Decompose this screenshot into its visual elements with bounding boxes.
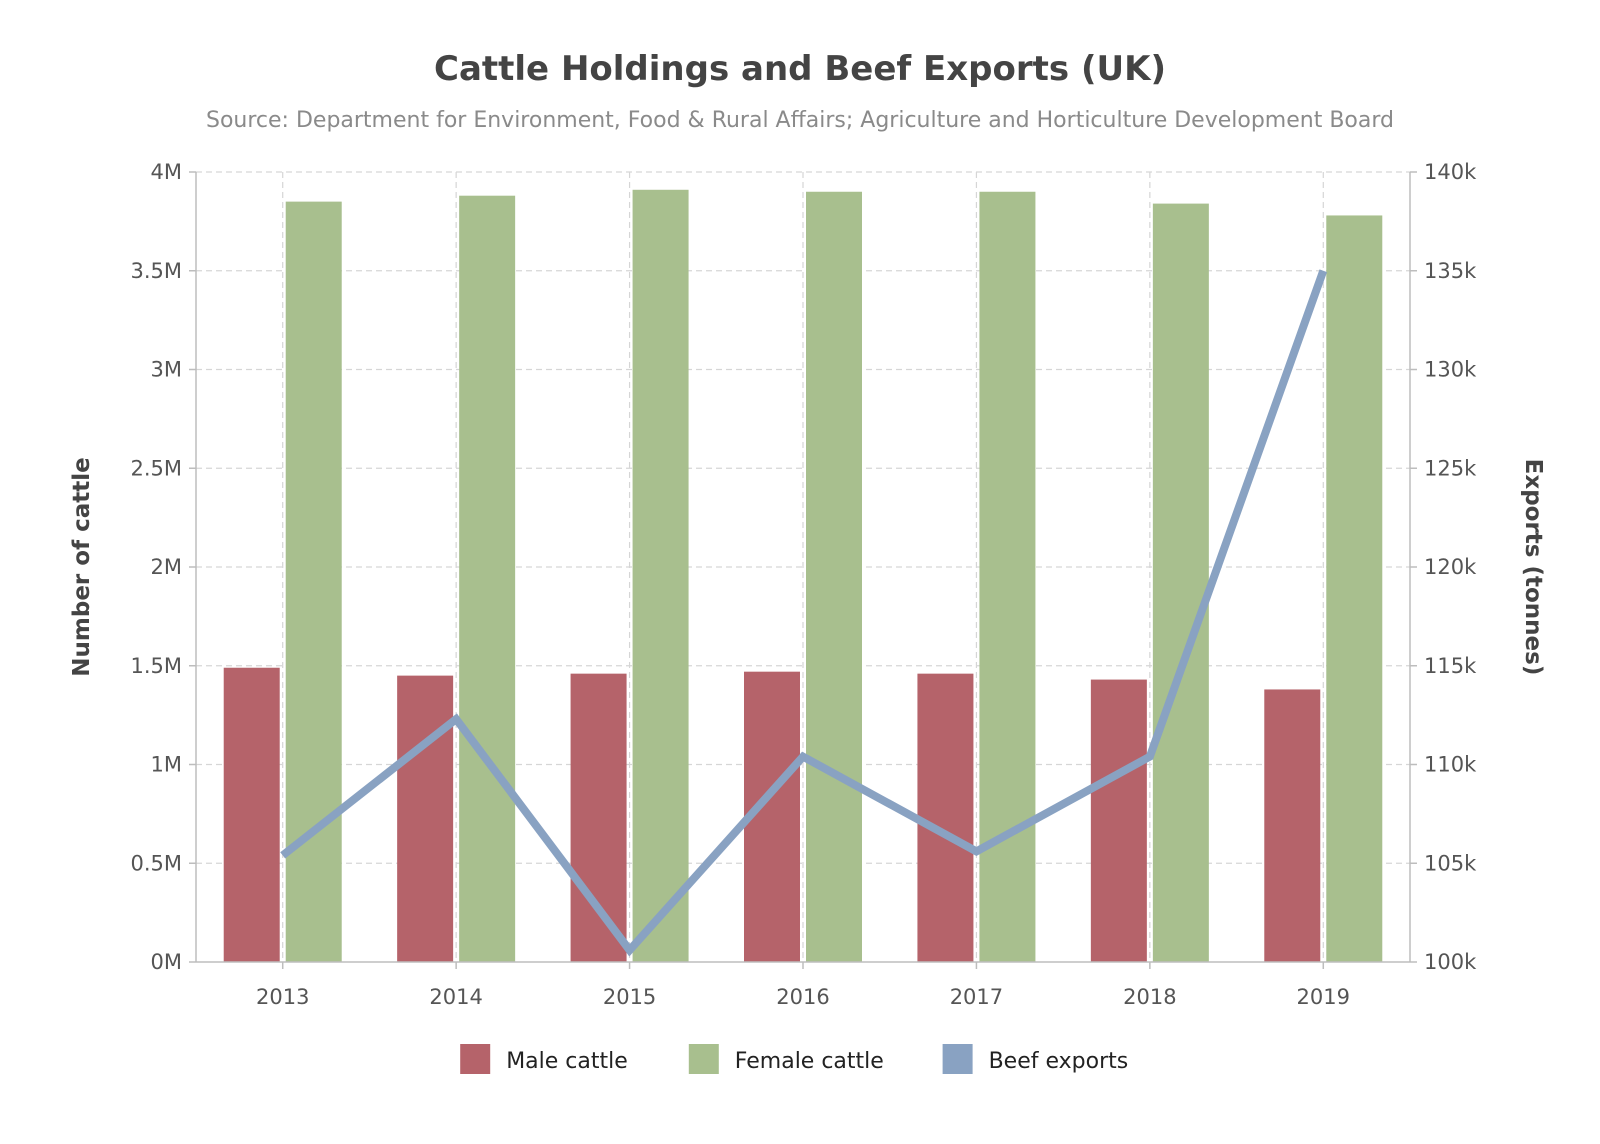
legend-label: Male cattle [506, 1049, 628, 1074]
bar-female-cattle-2018 [1152, 203, 1209, 963]
legend-swatch [460, 1044, 491, 1074]
legend-swatch [942, 1044, 973, 1074]
chart-subtitle: Source: Department for Environment, Food… [206, 108, 1394, 133]
bar-male-cattle-2014 [397, 675, 454, 962]
x-tick-label: 2013 [256, 985, 309, 1009]
y-left-tick-label: 2.5M [130, 456, 182, 480]
legend: Male cattle Female cattle Beef exports [460, 1044, 1128, 1074]
legend-label: Female cattle [735, 1049, 884, 1074]
y-right-axis-title: Exports (tonnes) [1520, 459, 1546, 676]
bar-male-cattle-2015 [570, 673, 627, 962]
x-tick-label: 2019 [1297, 985, 1350, 1009]
y-right-tick-label: 110k [1424, 753, 1477, 777]
bar-male-cattle-2019 [1264, 689, 1321, 962]
axis-layer: 0M 0.5M 1M 1.5M 2M 2.5M 3M 3.5M 4M 100k 105k 110k 11… [130, 160, 1477, 1009]
x-tick-label: 2016 [776, 985, 829, 1009]
bar-male-cattle-2018 [1090, 679, 1147, 962]
x-tick-label: 2014 [429, 985, 482, 1009]
y-right-tick-label: 120k [1424, 555, 1477, 579]
bar-female-cattle-2019 [1326, 215, 1383, 962]
bar-female-cattle-2016 [806, 191, 862, 962]
bar-female-cattle-2014 [459, 195, 516, 962]
bar-male-cattle-2013 [223, 667, 280, 962]
legend-label: Beef exports [989, 1049, 1129, 1074]
grid-layer [196, 171, 1410, 962]
y-left-tick-label: 3M [151, 358, 182, 382]
legend-item-beef-exports: Beef exports [942, 1044, 1129, 1074]
legend-item-male-cattle: Male cattle [460, 1044, 628, 1074]
legend-swatch [688, 1044, 719, 1074]
chart-title: Cattle Holdings and Beef Exports (UK) [434, 49, 1166, 89]
bar-female-cattle-2015 [632, 189, 689, 962]
line-layer [280, 269, 1328, 957]
y-right-tick-label: 130k [1424, 358, 1477, 382]
y-left-tick-label: 2M [151, 555, 182, 579]
y-left-tick-label: 1.5M [130, 654, 182, 678]
y-right-tick-label: 105k [1424, 851, 1477, 875]
y-left-tick-label: 4M [151, 160, 182, 184]
y-left-tick-label: 0.5M [130, 851, 182, 875]
x-tick-label: 2017 [950, 985, 1003, 1009]
y-left-tick-label: 1M [151, 753, 182, 777]
y-left-axis-title: Number of cattle [69, 457, 95, 676]
y-right-tick-label: 125k [1424, 456, 1477, 480]
bar-male-cattle-2017 [917, 673, 974, 962]
x-tick-label: 2015 [603, 985, 656, 1009]
y-right-tick-label: 140k [1424, 160, 1477, 184]
y-right-tick-label: 115k [1424, 654, 1477, 678]
x-tick-label: 2018 [1123, 985, 1176, 1009]
y-left-tick-label: 0M [151, 950, 182, 974]
y-right-tick-label: 100k [1424, 950, 1477, 974]
line-beef-exports [280, 269, 1328, 957]
y-right-tick-label: 135k [1424, 259, 1477, 283]
y-left-tick-label: 3.5M [130, 259, 182, 283]
legend-item-female-cattle: Female cattle [688, 1044, 884, 1074]
